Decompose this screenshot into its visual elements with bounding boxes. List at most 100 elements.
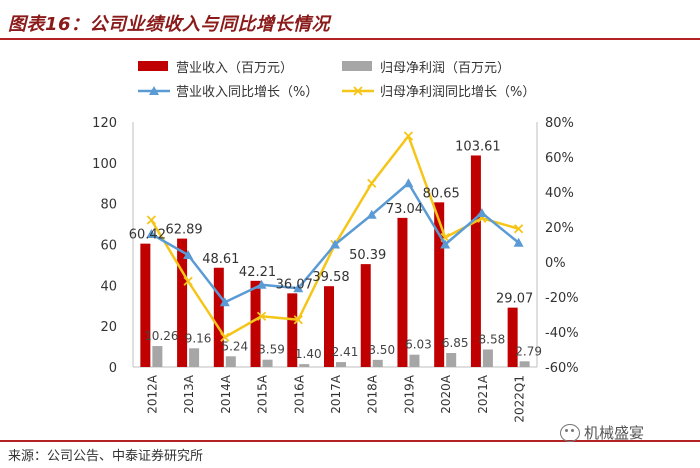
revenue-growth-marker [256, 279, 267, 289]
revenue-bar [287, 293, 298, 367]
legend-net-profit-swatch [342, 61, 372, 71]
chart-title: 图表16：公司业绩收入与同比增长情况 [8, 14, 331, 35]
profit-growth-marker [403, 131, 414, 141]
legend-revenue-label: 营业收入（百万元） [176, 61, 293, 76]
net-profit-bar [189, 348, 200, 367]
source-divider [0, 440, 700, 442]
net-profit-bar [225, 356, 236, 367]
net-profit-bar [519, 361, 530, 367]
y-left-tick-label: 60 [100, 239, 117, 254]
revenue-data-label: 50.39 [349, 248, 386, 263]
revenue-bar [177, 238, 188, 367]
revenue-data-label: 39.58 [312, 270, 349, 285]
y-right-tick-label: -60% [545, 361, 579, 376]
y-right-tick-label: 80% [545, 116, 574, 131]
net-profit-bar [336, 362, 346, 367]
net-profit-data-label: 1.40 [295, 347, 322, 361]
legend-net-profit-label: 归母净利润（百万元） [380, 61, 510, 76]
profit-growth-line [150, 134, 519, 339]
y-left-tick-label: 20 [100, 320, 117, 335]
x-tick-label: 2017A [329, 374, 343, 414]
revenue-bar [507, 307, 518, 367]
revenue-growth-marker [513, 237, 524, 247]
net-profit-data-label: 10.26 [144, 329, 178, 343]
net-profit-data-label: 6.03 [405, 338, 432, 352]
revenue-data-label: 48.61 [202, 252, 239, 267]
net-profit-bar [152, 346, 163, 367]
combo-chart: 0 20 40 60 80 100 120 -60% -40% -20% 0% 20% 40% 60% 80… [92, 61, 579, 423]
y-right-tick-label: -20% [545, 291, 579, 306]
profit-growth-marker [146, 215, 157, 225]
legend-revenue-swatch [138, 61, 168, 71]
profit-growth-marker [220, 332, 230, 342]
revenue-data-label: 62.89 [165, 223, 202, 238]
y-left-tick-label: 80 [100, 198, 117, 213]
revenue-data-label: 29.07 [496, 292, 533, 307]
y-right-tick-label: 0% [545, 256, 566, 271]
y-left-tick-label: 100 [92, 157, 117, 172]
x-tick-label: 2020A [439, 374, 453, 414]
revenue-growth-marker [330, 239, 340, 249]
x-tick-label: 2012A [145, 374, 159, 414]
watermark: 机械盛宴 [560, 422, 644, 443]
revenue-growth-marker [403, 178, 414, 188]
revenue-data-label: 103.61 [455, 139, 501, 154]
net-profit-data-label: 8.58 [479, 332, 506, 346]
revenue-bar [213, 267, 224, 367]
revenue-bar [250, 280, 261, 367]
revenue-bar [397, 217, 408, 367]
revenue-bar [324, 286, 334, 367]
y-left-tick-label: 0 [109, 361, 117, 376]
net-profit-bar [446, 353, 457, 367]
profit-growth-marker [513, 224, 524, 234]
y-left-tick-label: 120 [92, 116, 117, 131]
watermark-text: 机械盛宴 [584, 424, 645, 442]
legend-revenue-growth-label: 营业收入同比增长（%） [176, 85, 318, 100]
net-profit-bar [482, 349, 493, 367]
revenue-growth-marker [366, 209, 377, 219]
net-profit-data-label: 2.41 [332, 345, 359, 359]
legend-profit-growth-marker [353, 86, 363, 96]
net-profit-data-label: 5.24 [221, 339, 248, 353]
net-profit-data-label: 6.85 [442, 336, 469, 350]
net-profit-data-label: 9.16 [185, 331, 212, 345]
x-tick-label: 2015A [256, 374, 270, 414]
revenue-growth-marker [183, 250, 194, 259]
y-right-tick-label: -40% [545, 326, 579, 341]
profit-growth-marker [293, 315, 303, 325]
y-left-tick-label: 40 [100, 279, 117, 294]
revenue-growth-marker [440, 239, 451, 249]
revenue-growth-marker [146, 229, 157, 238]
legend-profit-growth-label: 归母净利润同比增长（%） [380, 85, 535, 100]
source-note: 来源：公司公告、中泰证券研究所 [8, 449, 204, 464]
x-tick-label: 2022Q1 [513, 375, 527, 423]
profit-growth-marker [256, 311, 267, 321]
y-right-tick-label: 40% [545, 186, 574, 201]
revenue-bar [360, 264, 371, 367]
x-tick-label: 2014A [219, 374, 233, 414]
title-divider [0, 38, 700, 40]
revenue-growth-marker [293, 283, 304, 293]
revenue-data-label: 73.04 [386, 202, 423, 217]
x-tick-label: 2016A [292, 374, 306, 414]
x-tick-label: 2018A [366, 374, 380, 414]
revenue-growth-marker [219, 297, 230, 307]
net-profit-data-label: 3.50 [368, 343, 395, 357]
revenue-bar [434, 202, 445, 367]
net-profit-bar [409, 354, 420, 367]
revenue-data-label: 60.42 [129, 228, 166, 243]
wechat-icon [560, 423, 580, 442]
y-right-tick-label: 60% [545, 151, 574, 166]
net-profit-bar [299, 364, 310, 367]
x-tick-label: 2021A [476, 374, 490, 414]
net-profit-bar [372, 359, 383, 367]
y-right-tick-label: 20% [545, 221, 574, 236]
revenue-bar [140, 243, 151, 367]
net-profit-bar [262, 359, 273, 367]
revenue-data-label: 80.65 [423, 186, 460, 201]
x-tick-label: 2019A [402, 374, 416, 414]
revenue-bar [470, 155, 481, 367]
revenue-growth-marker [476, 208, 487, 217]
x-tick-label: 2013A [182, 374, 196, 414]
net-profit-data-label: 2.79 [515, 344, 542, 358]
